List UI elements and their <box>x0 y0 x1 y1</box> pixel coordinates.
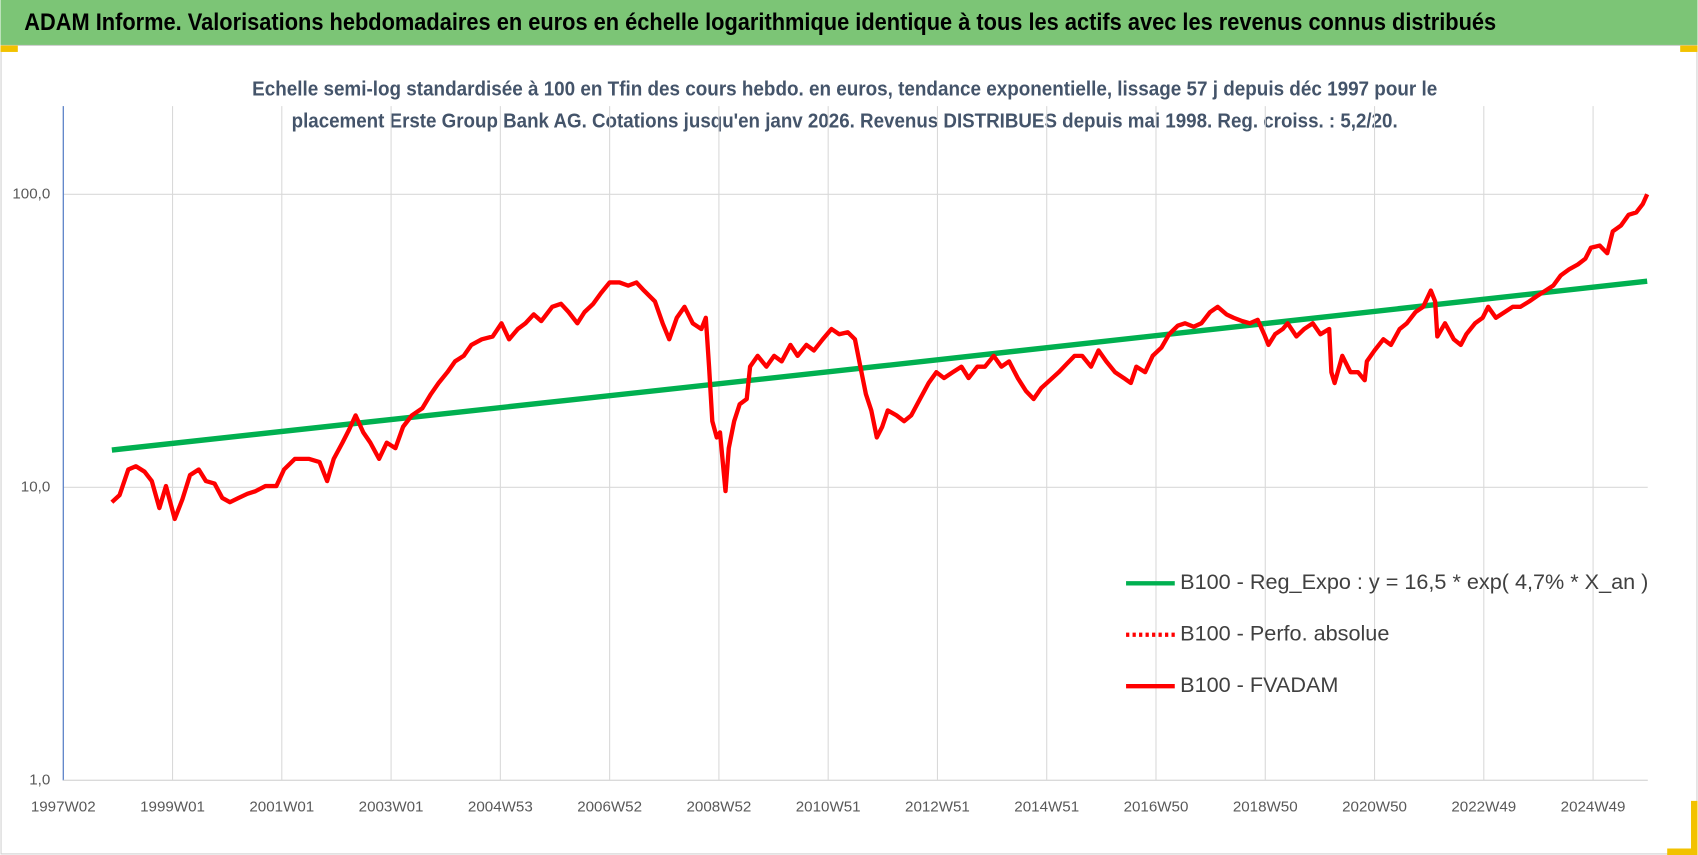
x-tick-label: 2024W49 <box>1561 798 1626 815</box>
x-tick-label: 2010W51 <box>796 798 861 815</box>
chart-subtitle: placement Erste Group Bank AG. Cotations… <box>292 110 1398 133</box>
x-tick-label: 2018W50 <box>1233 798 1298 815</box>
x-tick-label: 2020W50 <box>1342 798 1407 815</box>
corner-mark <box>1667 848 1698 855</box>
chart-subtitle: Echelle semi-log standardisée à 100 en T… <box>252 77 1437 100</box>
corner-mark <box>0 45 18 52</box>
corner-mark <box>1691 800 1698 855</box>
y-tick-label: 1,0 <box>29 771 50 788</box>
frame <box>0 44 1698 855</box>
series-line <box>111 278 1648 453</box>
legend-label: B100 - Perfo. absolue <box>1180 620 1389 645</box>
x-tick-label: 2014W51 <box>1014 798 1079 815</box>
series-line <box>110 193 1650 522</box>
x-tick-label: 2004W53 <box>468 798 533 815</box>
x-tick-label: 2022W49 <box>1451 798 1516 815</box>
y-tick-label: 10,0 <box>21 478 50 495</box>
x-tick-label: 2003W01 <box>359 798 424 815</box>
x-tick-label: 2001W01 <box>249 798 314 815</box>
legend-label: B100 - Reg_Expo : y = 16,5 * exp( 4,7% *… <box>1180 569 1648 594</box>
x-tick-label: 1999W01 <box>140 798 205 815</box>
y-tick-label: 100,0 <box>12 185 50 202</box>
x-tick-label: 2006W52 <box>577 798 642 815</box>
corner-mark <box>1680 45 1698 52</box>
x-tick-label: 1997W02 <box>31 798 96 815</box>
x-tick-label: 2016W50 <box>1124 798 1189 815</box>
chart-title: ADAM Informe. Valorisations hebdomadaire… <box>24 9 1496 36</box>
x-tick-label: 2008W52 <box>686 798 751 815</box>
legend-label: B100 - FVADAM <box>1180 672 1338 697</box>
header-band <box>0 0 1698 46</box>
x-tick-label: 2012W51 <box>905 798 970 815</box>
